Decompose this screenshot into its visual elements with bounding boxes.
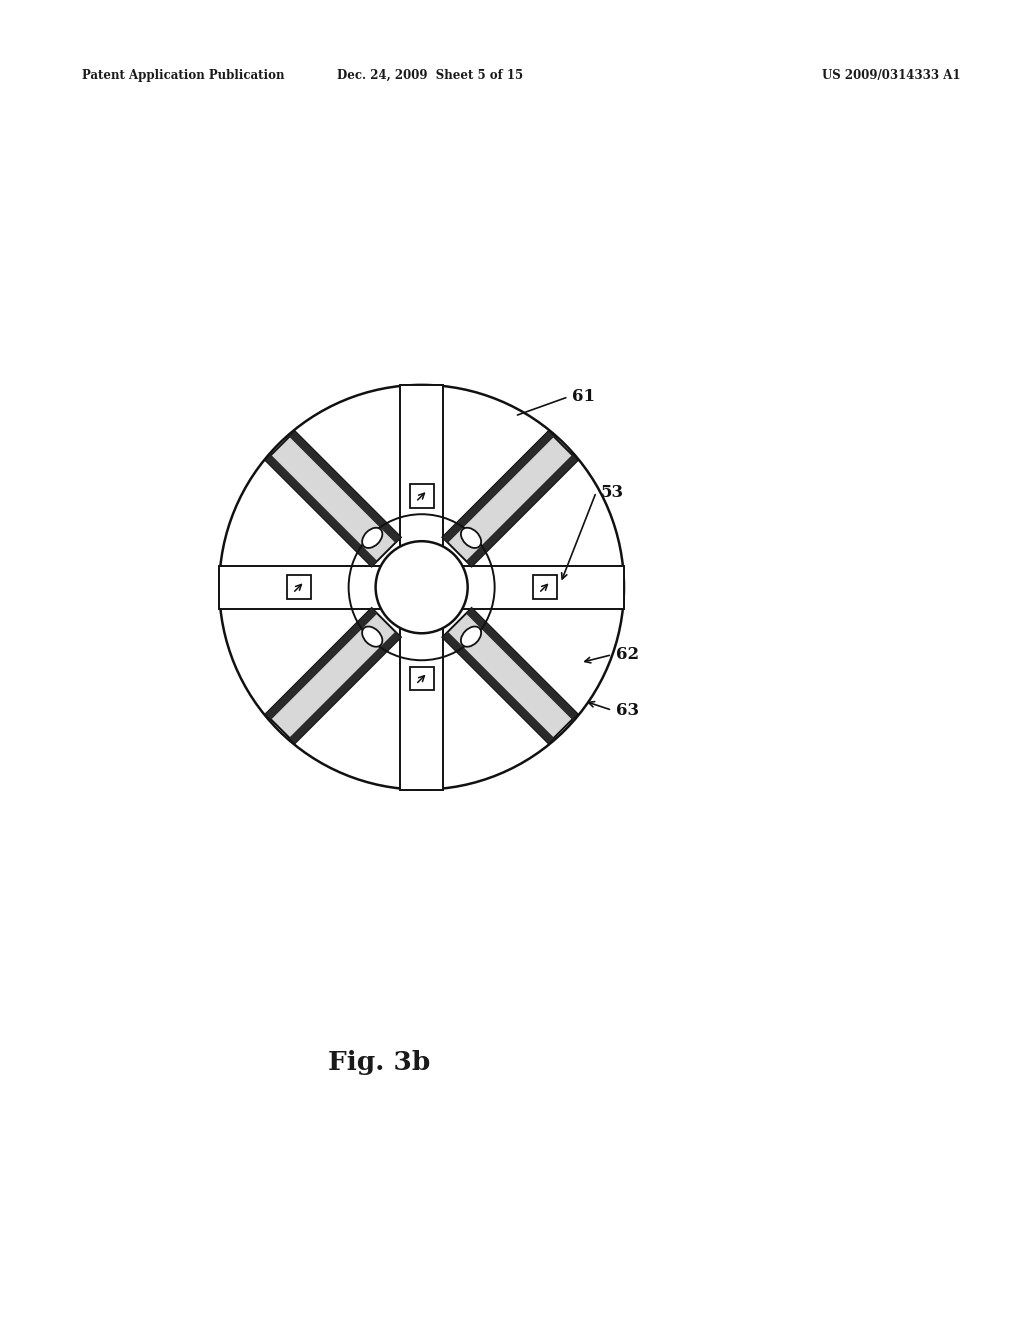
Polygon shape (265, 455, 377, 566)
Polygon shape (442, 432, 554, 543)
Text: 61: 61 (572, 388, 595, 405)
Text: Dec. 24, 2009  Sheet 5 of 15: Dec. 24, 2009 Sheet 5 of 15 (337, 69, 523, 82)
Polygon shape (265, 609, 377, 719)
Ellipse shape (461, 528, 481, 548)
Polygon shape (265, 609, 400, 743)
Text: 62: 62 (616, 647, 639, 663)
Text: 63: 63 (616, 702, 639, 719)
Bar (287, 576, 310, 599)
Polygon shape (400, 385, 443, 789)
Polygon shape (466, 609, 578, 719)
Bar (532, 576, 557, 599)
Text: Fig. 3b: Fig. 3b (328, 1051, 430, 1074)
Text: US 2009/0314333 A1: US 2009/0314333 A1 (821, 69, 961, 82)
Polygon shape (289, 432, 400, 543)
Polygon shape (466, 455, 578, 566)
Polygon shape (289, 632, 400, 743)
Polygon shape (442, 432, 578, 566)
Ellipse shape (362, 528, 382, 548)
Ellipse shape (461, 627, 481, 647)
Circle shape (376, 541, 468, 634)
Bar (410, 484, 433, 508)
Text: 53: 53 (600, 483, 624, 500)
Polygon shape (265, 432, 400, 566)
Polygon shape (442, 632, 554, 743)
Ellipse shape (362, 627, 382, 647)
Bar (410, 667, 433, 690)
Polygon shape (442, 609, 578, 743)
Text: Patent Application Publication: Patent Application Publication (82, 69, 285, 82)
Polygon shape (219, 566, 624, 609)
